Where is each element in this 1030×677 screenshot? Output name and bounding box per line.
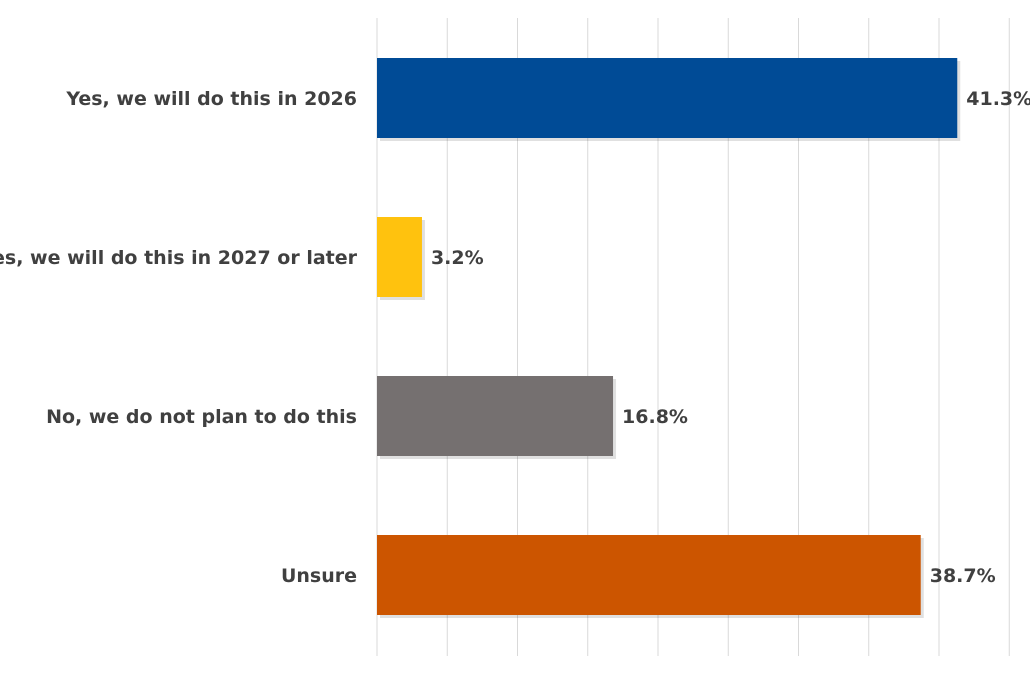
bar (377, 58, 958, 138)
bar (377, 217, 422, 297)
bars (377, 58, 961, 618)
category-label: No, we do not plan to do this (46, 406, 357, 428)
value-label: 38.7% (930, 565, 996, 587)
value-labels: 41.3% 3.2% 16.8% 38.7% (431, 88, 1030, 587)
category-label: Unsure (281, 565, 357, 587)
category-label: Yes, we will do this in 2026 (65, 88, 357, 110)
category-label: Yes, we will do this in 2027 or later (0, 247, 358, 269)
category-labels: Yes, we will do this in 2026 Yes, we will… (0, 88, 358, 587)
bar (377, 535, 921, 615)
value-label: 16.8% (622, 406, 688, 428)
value-label: 41.3% (966, 88, 1030, 110)
bar (377, 376, 614, 456)
value-label: 3.2% (431, 247, 484, 269)
